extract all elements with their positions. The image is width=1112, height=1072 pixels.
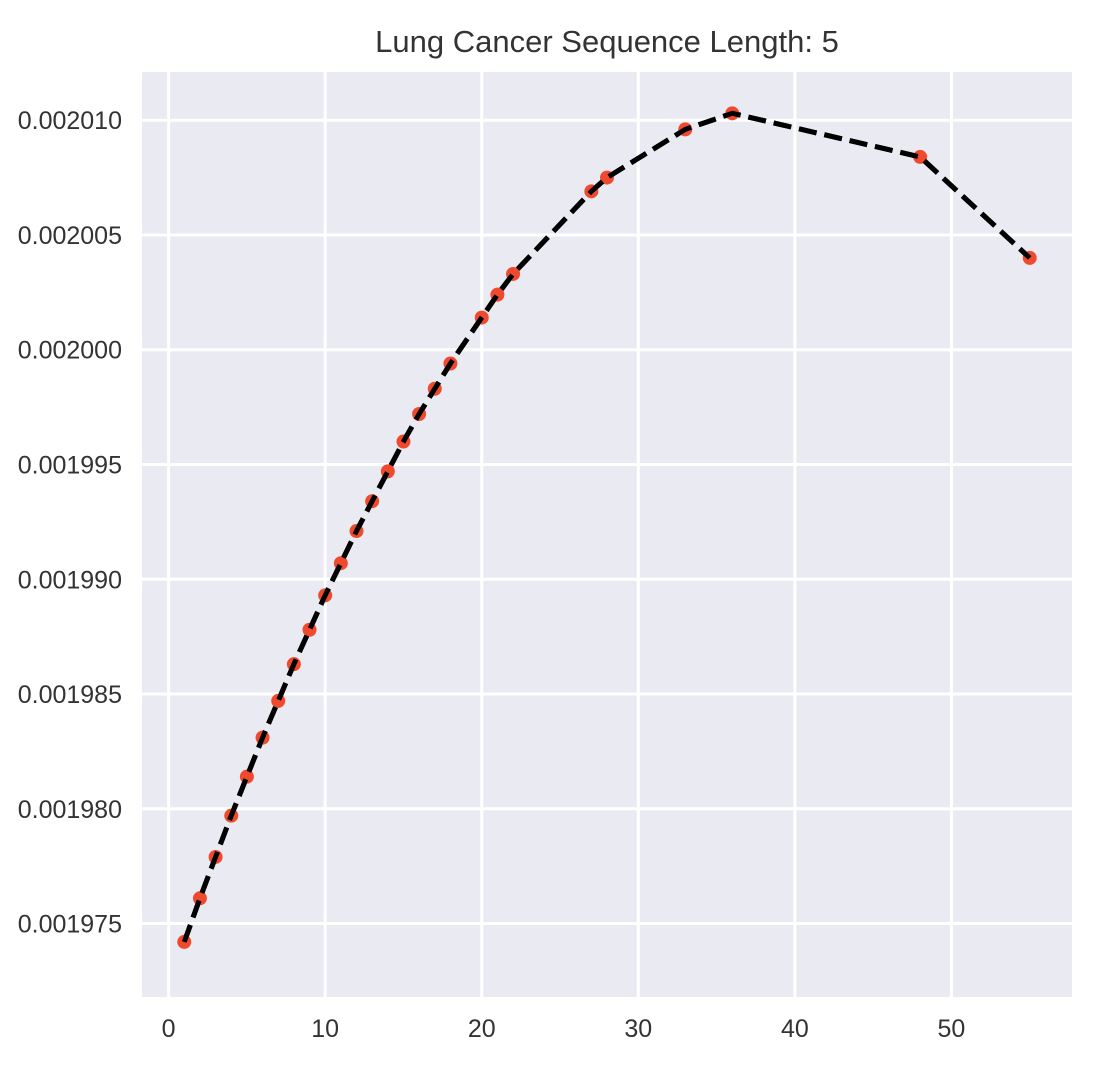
y-tick-label: 0.001980: [18, 796, 122, 824]
y-tick-label: 0.001995: [18, 451, 122, 479]
grid-lines: [142, 72, 1072, 997]
x-tick-label: 0: [162, 1015, 176, 1043]
x-tick-label: 40: [781, 1015, 809, 1043]
y-tick-label: 0.002000: [18, 337, 122, 365]
plot-background: [142, 72, 1072, 997]
chart-title: Lung Cancer Sequence Length: 5: [375, 24, 839, 59]
y-tick-label: 0.001975: [18, 911, 122, 939]
x-tick-label: 30: [624, 1015, 652, 1043]
y-tick-label: 0.002005: [18, 222, 122, 250]
y-tick-label: 0.001985: [18, 681, 122, 709]
series-path-overlay: [181, 110, 1032, 943]
tick-labels: 0 10 20 30 40 50 0.001975 0.001980 0.001985 0.001…: [18, 107, 966, 1043]
data-point-marker: [913, 149, 928, 164]
x-tick-label: 50: [938, 1015, 966, 1043]
data-points: [177, 106, 1037, 949]
y-tick-label: 0.002010: [18, 107, 122, 135]
x-tick-label: 20: [468, 1015, 496, 1043]
y-tick-label: 0.001990: [18, 566, 122, 594]
x-tick-label: 10: [311, 1015, 339, 1043]
